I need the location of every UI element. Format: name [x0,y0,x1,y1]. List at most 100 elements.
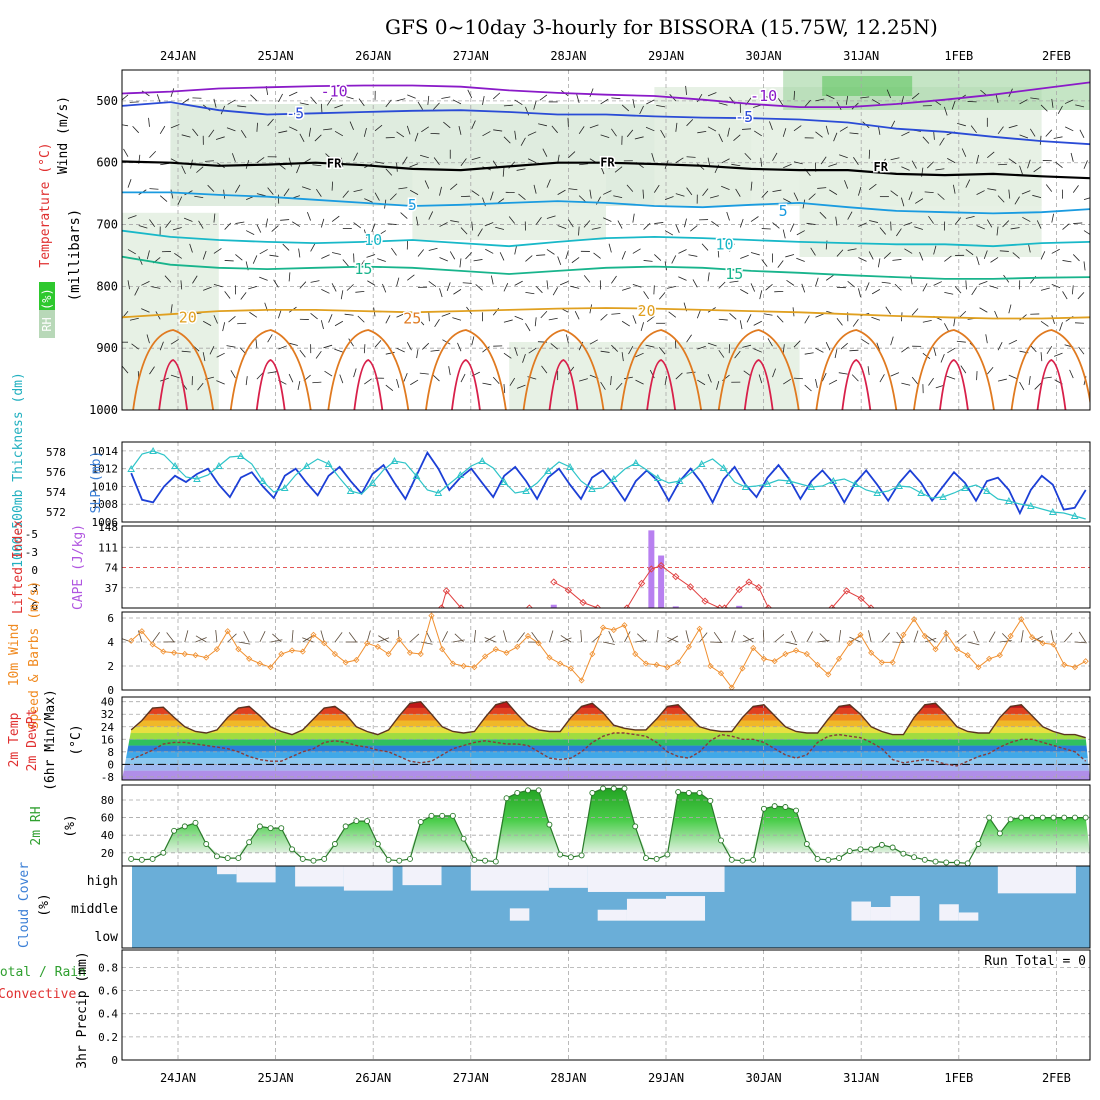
wind-barb [777,260,784,268]
wind-barb [697,131,707,134]
cloud-gap-high [217,866,237,875]
slp-tick-label: 1010 [92,480,119,493]
wind-barb [446,282,451,291]
isotherm-25-cell [132,329,215,410]
wind-barb [861,338,870,345]
wind-barb [614,166,623,173]
cloud-gap-high [236,866,276,883]
thickness-point [1026,501,1035,509]
wind10m-speed-point [213,646,221,653]
wind-barb [943,106,948,116]
wind-barb [664,230,674,236]
wind-barb [159,341,164,351]
lifted-index-point [657,561,665,570]
wind-barb [485,248,494,254]
wind-barb [621,352,624,362]
wind10m-barb [762,629,765,643]
temp-band [122,751,1090,759]
wind-barb [1008,189,1011,199]
wind-barb [471,336,475,346]
wind-barb [245,376,248,386]
wind-barb [707,92,717,97]
day-label-bottom: 26JAN [355,1071,391,1085]
wind-barb [894,283,902,291]
wind-barb [1040,251,1046,260]
temperature-axis-label: Temperature (°C) [38,142,53,267]
wind-barb [574,311,580,320]
wind-barb [1040,352,1043,362]
wind-barb [849,132,859,135]
wind-barb [129,317,139,321]
wind-barb [557,256,562,266]
wind-barb [122,365,129,374]
rh2m-point [235,855,242,862]
wind-barb [763,95,773,100]
thickness-point [346,486,355,494]
wind-barb [978,280,988,285]
wind10m-barb [378,635,389,643]
thickness-point [456,470,465,478]
isotherm-30-cell [841,359,872,410]
isotherm-30-cell [646,359,677,410]
rh2m-point [278,825,285,832]
rh2m-fill [122,788,1090,853]
wind-barb [729,280,739,283]
wind10m-barb [366,630,371,643]
wind-barb [600,165,605,175]
wind-barb [252,255,258,264]
wind10m-tick-label: 0 [107,684,114,697]
wind10m-speed-point [750,644,757,652]
precip-tick-label: 0.4 [98,1008,118,1021]
dewpoint2m-line [130,732,1087,767]
instability-panel [122,526,1090,608]
thickness-point [302,461,311,469]
wind10m-speed-point [825,671,832,678]
wind-barb [911,308,919,316]
lifted-index-point [764,604,773,608]
wind-barb [591,227,601,230]
wind-barb [970,125,977,134]
wind-barb [1072,185,1079,193]
wind-barb [509,377,516,386]
wind10m-speed-point [439,646,446,653]
rh2m-point [793,807,800,814]
wind-barb [213,315,218,324]
wind-barb [396,277,400,287]
wind-barb [1051,248,1060,254]
wind-barb [132,125,140,134]
cloud-level-label: middle [71,902,118,917]
wind-barb [508,216,516,224]
wind-barb [735,188,741,197]
wind-barb [391,247,397,256]
wind-barb [879,374,885,383]
wind-barb [127,179,132,188]
rh2m-point [760,805,767,812]
rh2m-point [803,841,810,847]
wind-barb [1002,220,1010,228]
wind-barb [482,346,490,353]
wind-barb [729,243,735,252]
wind-barb [385,384,394,391]
wind-barb [763,313,773,316]
thickness-point [807,482,816,490]
wind10m-barb [302,635,314,643]
wind-barb [772,189,782,193]
wind-barb [465,252,473,260]
day-label-bottom: 2FEB [1042,1071,1071,1085]
wind-barb [387,223,397,225]
wind-barb [415,216,419,226]
wind-barb [323,128,333,131]
wind-barb [1083,160,1088,169]
wind-barb [419,372,429,375]
lifted-index-point [745,578,753,586]
wind-barb [1034,382,1042,390]
wind-barb [514,130,517,140]
wind-barb [490,275,494,285]
wind-barb [146,250,150,260]
wind-barb [181,313,189,321]
wind-barb [804,384,812,392]
wind-barb [721,158,730,164]
wind-barb [892,259,902,261]
cape-axis-label: CAPE (J/kg) [71,524,86,610]
thickness-point [390,456,399,464]
